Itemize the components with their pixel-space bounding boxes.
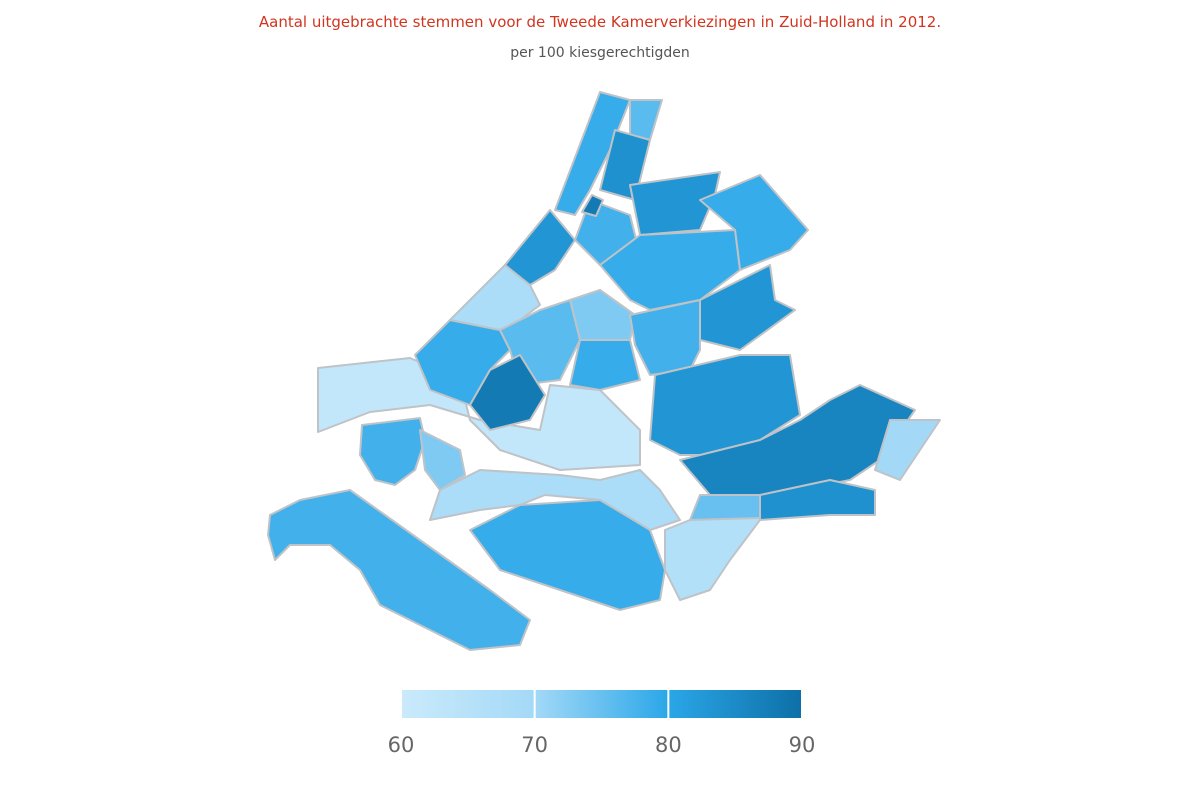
- region: [504, 209, 576, 286]
- region: [629, 299, 701, 376]
- region: [629, 99, 663, 141]
- region: [359, 417, 426, 486]
- region: [429, 469, 681, 531]
- chart-title: Aantal uitgebrachte stemmen voor de Twee…: [259, 13, 941, 31]
- tick-label: 60: [388, 733, 415, 757]
- region: [581, 194, 604, 217]
- region: [629, 171, 721, 236]
- region: [469, 499, 666, 611]
- color-bar: [401, 690, 802, 718]
- region: [874, 419, 941, 481]
- region: [569, 339, 641, 391]
- tick-label: 70: [521, 733, 548, 757]
- tick-label: 80: [655, 733, 682, 757]
- region: [759, 479, 876, 521]
- region: [419, 429, 466, 491]
- region: [267, 489, 531, 651]
- tick-label: 90: [789, 733, 816, 757]
- chart-subtitle: per 100 kiesgerechtigden: [510, 45, 690, 61]
- region: [689, 494, 761, 521]
- region: [599, 229, 741, 311]
- map: [267, 91, 941, 651]
- region: [469, 354, 546, 431]
- region: [569, 289, 636, 341]
- color-legend: 60 70 80 90: [388, 690, 816, 757]
